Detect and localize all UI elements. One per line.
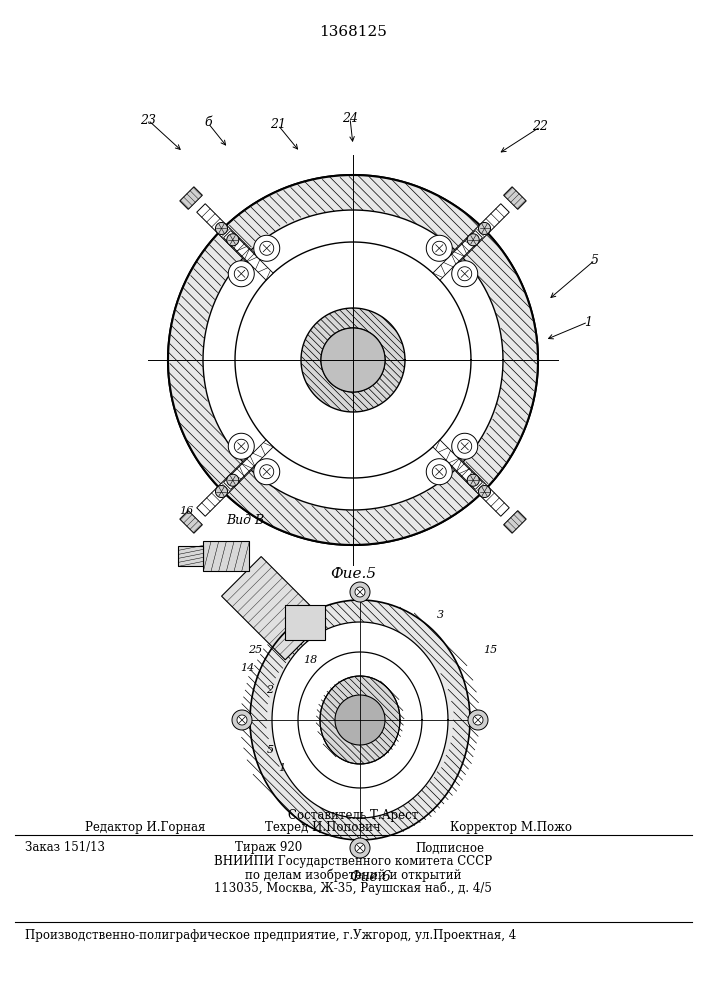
Polygon shape	[452, 261, 478, 287]
Polygon shape	[503, 511, 526, 533]
Polygon shape	[232, 710, 252, 730]
Polygon shape	[197, 204, 255, 262]
Polygon shape	[221, 557, 325, 660]
Polygon shape	[228, 433, 255, 459]
Polygon shape	[335, 695, 385, 745]
Text: ВНИИПИ Государственного комитета СССР: ВНИИПИ Государственного комитета СССР	[214, 856, 492, 868]
Polygon shape	[197, 458, 255, 516]
Polygon shape	[223, 440, 273, 489]
Polygon shape	[259, 241, 274, 255]
Polygon shape	[234, 439, 248, 453]
Polygon shape	[503, 187, 526, 209]
Text: 18: 18	[303, 655, 317, 665]
Polygon shape	[204, 211, 502, 509]
Polygon shape	[216, 222, 228, 234]
Polygon shape	[426, 235, 452, 261]
Polygon shape	[250, 600, 470, 840]
Text: Фие.5: Фие.5	[330, 567, 376, 581]
Polygon shape	[272, 622, 448, 818]
Text: Техред И.Попович: Техред И.Попович	[265, 822, 381, 834]
Text: 25: 25	[248, 645, 262, 655]
Polygon shape	[451, 458, 509, 516]
Polygon shape	[426, 459, 452, 485]
Text: 1: 1	[584, 316, 592, 328]
Text: 15: 15	[483, 645, 497, 655]
Polygon shape	[433, 440, 482, 489]
Text: Фие.6: Фие.6	[349, 870, 391, 884]
Text: 21: 21	[270, 118, 286, 131]
Polygon shape	[432, 241, 446, 255]
Text: Заказ 151/13: Заказ 151/13	[25, 842, 105, 854]
Polygon shape	[237, 715, 247, 725]
Polygon shape	[433, 231, 482, 280]
Polygon shape	[467, 234, 479, 246]
Polygon shape	[479, 486, 491, 498]
Polygon shape	[204, 541, 250, 571]
Text: Корректор М.Пожо: Корректор М.Пожо	[450, 822, 572, 834]
Polygon shape	[254, 459, 280, 485]
Polygon shape	[178, 546, 204, 566]
Polygon shape	[180, 511, 202, 533]
Text: 1: 1	[279, 763, 286, 773]
Polygon shape	[227, 474, 239, 486]
Text: Редактор И.Горная: Редактор И.Горная	[85, 822, 205, 834]
Polygon shape	[234, 267, 248, 281]
Polygon shape	[468, 710, 488, 730]
Polygon shape	[301, 308, 405, 412]
Polygon shape	[320, 676, 400, 764]
Polygon shape	[259, 465, 274, 479]
Text: Вид В: Вид В	[226, 514, 264, 526]
Text: 1368125: 1368125	[319, 25, 387, 39]
Polygon shape	[350, 838, 370, 858]
Polygon shape	[350, 582, 370, 602]
Text: 16: 16	[180, 506, 194, 516]
Polygon shape	[285, 605, 325, 640]
Polygon shape	[467, 474, 479, 486]
Polygon shape	[457, 439, 472, 453]
Polygon shape	[223, 231, 273, 280]
Text: 5: 5	[591, 253, 599, 266]
Polygon shape	[451, 204, 509, 262]
Text: 23: 23	[140, 113, 156, 126]
Polygon shape	[254, 235, 280, 261]
Polygon shape	[228, 261, 255, 287]
Text: Производственно-полиграфическое предприятие, г.Ужгород, ул.Проектная, 4: Производственно-полиграфическое предприя…	[25, 928, 516, 942]
Polygon shape	[180, 187, 202, 209]
Text: по делам изобретений и открытий: по делам изобретений и открытий	[245, 868, 461, 882]
Text: Составитель Т.Арест: Составитель Т.Арест	[288, 808, 418, 822]
Text: 113035, Москва, Ж-35, Раушская наб., д. 4/5: 113035, Москва, Ж-35, Раушская наб., д. …	[214, 881, 492, 895]
Polygon shape	[473, 715, 483, 725]
Text: 24: 24	[342, 111, 358, 124]
Polygon shape	[216, 486, 228, 498]
Text: 5: 5	[267, 745, 274, 755]
Text: 3: 3	[436, 610, 443, 620]
Text: б: б	[204, 116, 212, 129]
Polygon shape	[227, 234, 239, 246]
Text: Подписное: Подписное	[415, 842, 484, 854]
Polygon shape	[168, 175, 538, 545]
Polygon shape	[452, 433, 478, 459]
Polygon shape	[355, 587, 365, 597]
Text: 22: 22	[532, 120, 548, 133]
Polygon shape	[355, 843, 365, 853]
Polygon shape	[321, 328, 385, 392]
Polygon shape	[479, 222, 491, 234]
Polygon shape	[168, 175, 538, 545]
Polygon shape	[432, 465, 446, 479]
Text: 14: 14	[240, 663, 254, 673]
Text: Тираж 920: Тираж 920	[235, 842, 303, 854]
Text: 2: 2	[267, 685, 274, 695]
Polygon shape	[457, 267, 472, 281]
